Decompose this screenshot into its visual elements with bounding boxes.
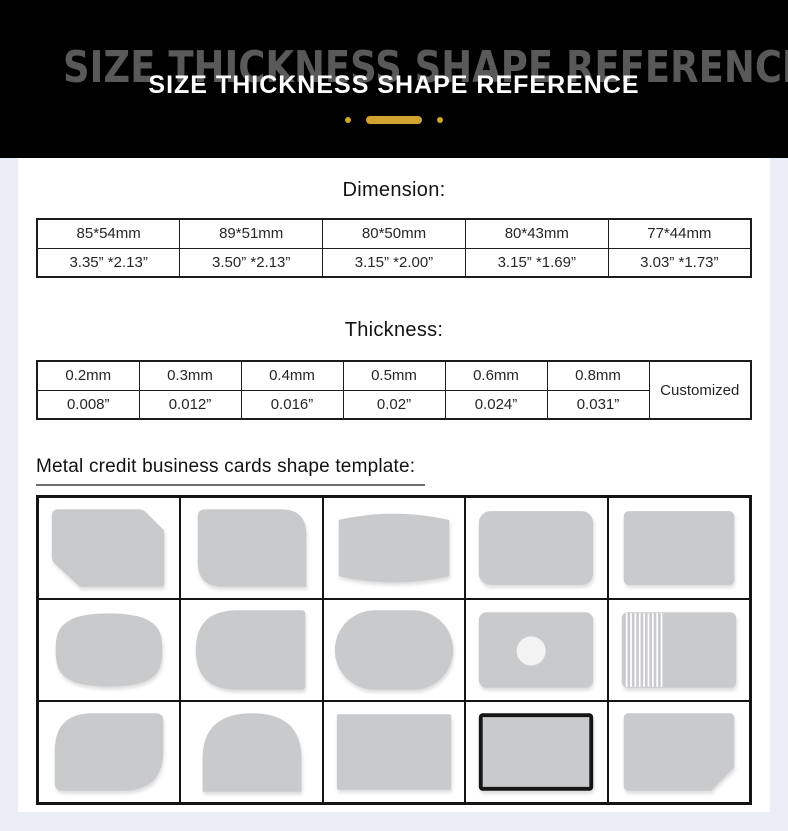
divider-bar-icon — [366, 116, 422, 124]
card-stadium-oval-icon — [334, 610, 454, 690]
shape-cell — [180, 599, 323, 701]
card-leaf-diagonal-rounded-icon — [54, 713, 164, 791]
card-dome-top-rounded-icon — [202, 713, 302, 792]
table-row: 3.35” *2.13” 3.50” *2.13” 3.15” *2.00” 3… — [36, 247, 752, 278]
thickness-heading: Thickness: — [344, 319, 444, 341]
thickness-mm-cell: 0.6mm — [444, 360, 548, 391]
thickness-inch-cell: 0.008” — [36, 389, 140, 420]
table-row: 0.2mm 0.3mm 0.4mm 0.5mm 0.6mm 0.8mm Cust… — [36, 360, 752, 420]
dimension-inch-cell: 3.35” *2.13” — [36, 247, 181, 278]
thickness-table: 0.2mm 0.3mm 0.4mm 0.5mm 0.6mm 0.8mm Cust… — [36, 360, 752, 420]
shape-cell — [322, 599, 466, 701]
dimension-mm-cell: 85*54mm — [36, 218, 181, 249]
dimension-mm-cell: 89*51mm — [179, 218, 324, 249]
shape-cell — [607, 701, 750, 803]
thickness-mm-cell: 0.8mm — [546, 360, 650, 391]
card-round-left-end-icon — [195, 610, 305, 690]
thickness-mm-cell: 0.2mm — [36, 360, 140, 391]
gold-divider — [0, 116, 788, 124]
shape-cell — [607, 497, 750, 599]
card-rectangle-center-hole-icon — [479, 612, 594, 688]
card-plain-rectangle-icon — [336, 714, 452, 790]
dimension-mm-cell: 80*50mm — [322, 218, 466, 249]
divider-dot-icon — [345, 117, 351, 123]
shape-template-grid — [36, 495, 752, 805]
dimension-inch-cell: 3.15” *1.69” — [464, 247, 609, 278]
shape-cell — [38, 599, 181, 701]
shape-cell — [465, 599, 608, 701]
shape-cell — [465, 497, 608, 599]
dimension-table: 85*54mm 89*51mm 80*50mm 80*43mm 77*44mm … — [36, 218, 752, 278]
shape-cell — [180, 701, 323, 803]
page-header: SIZE THICKNESS SHAPE REFERENCE SIZE THIC… — [0, 0, 788, 158]
dimension-inch-cell: 3.50” *2.13” — [179, 247, 324, 278]
dimension-inch-cell: 3.03” *1.73” — [607, 247, 752, 278]
thickness-inch-cell: 0.02” — [342, 389, 446, 420]
shape-cell — [465, 701, 608, 803]
thickness-inch-cell: 0.024” — [444, 389, 548, 420]
card-outlined-rectangle-icon — [479, 713, 594, 791]
shape-cell — [180, 497, 323, 599]
dimension-mm-cell: 77*44mm — [607, 218, 752, 249]
table-row: 0.008” 0.012” 0.016” 0.02” 0.024” 0.031” — [36, 389, 751, 420]
card-asymmetric-rounded-icon — [197, 509, 306, 587]
thickness-inch-cell: 0.016” — [240, 389, 344, 420]
card-superellipse-barrel-icon — [55, 613, 163, 687]
thickness-inch-cell: 0.031” — [546, 389, 650, 420]
divider-dot-icon — [437, 117, 443, 123]
template-heading: Metal credit business cards shape templa… — [36, 456, 426, 486]
thickness-mm-cell: 0.4mm — [240, 360, 344, 391]
card-rectangle-small-radius-icon — [623, 511, 735, 585]
page-title: SIZE THICKNESS SHAPE REFERENCE — [148, 71, 640, 99]
shape-cell — [38, 701, 181, 803]
dimension-inch-cell: 3.15” *2.00” — [322, 247, 466, 278]
shape-cell — [607, 599, 750, 701]
content-panel: Dimension: 85*54mm 89*51mm 80*50mm 80*43… — [18, 158, 770, 812]
shape-cell — [38, 497, 181, 599]
shape-cell — [322, 497, 466, 599]
ghost-title: SIZE THICKNESS SHAPE REFERENCE — [63, 42, 788, 93]
card-chamfered-bottom-right-icon — [623, 713, 735, 791]
thickness-customized-cell: Customized — [648, 360, 752, 420]
thickness-mm-cell: 0.5mm — [342, 360, 446, 391]
dimension-heading: Dimension: — [342, 179, 446, 201]
card-rounded-rectangle-icon — [479, 511, 594, 585]
table-row: 85*54mm 89*51mm 80*50mm 80*43mm 77*44mm — [36, 218, 752, 249]
thickness-inch-cell: 0.012” — [138, 389, 242, 420]
card-rectangle-striped-left-icon — [621, 612, 736, 688]
shape-cell — [322, 701, 466, 803]
card-barrel-top-bottom-icon — [338, 513, 450, 583]
card-corner-cut-diagonal-icon — [52, 509, 165, 587]
dimension-mm-cell: 80*43mm — [464, 218, 609, 249]
thickness-mm-cell: 0.3mm — [138, 360, 242, 391]
